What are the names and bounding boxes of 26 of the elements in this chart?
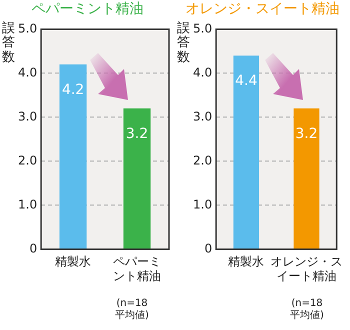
text: (n=18 平均値): [114, 298, 150, 321]
y-tick-label: 3.0: [18, 109, 38, 124]
chart-title: ペパーミント精油: [30, 0, 144, 18]
x-tick-label: オレンジ・スイート精油: [270, 254, 342, 283]
chart-title: オレンジ・スイート精油: [184, 0, 340, 18]
y-tick-label: 0: [204, 241, 212, 256]
y-tick-label: 5.0: [18, 21, 38, 36]
y-tick-label: 0: [29, 241, 38, 256]
y-tick-label: 4.0: [192, 65, 212, 80]
data-label: 4.2: [62, 82, 84, 98]
y-tick-label: 5.0: [192, 21, 212, 36]
text: (n=18 平均値): [289, 298, 325, 321]
y-axis-title: 誤答数: [2, 21, 16, 65]
y-tick-label: 3.0: [192, 109, 212, 124]
x-tick-label: 精製水: [55, 254, 92, 269]
y-tick-label: 1.0: [18, 197, 38, 212]
y-tick-label: 4.0: [18, 65, 38, 80]
y-axis-title: 誤答数: [177, 21, 191, 65]
data-label: 3.2: [295, 126, 318, 142]
y-tick-label: 1.0: [192, 197, 212, 212]
y-tick-label: 2.0: [18, 153, 38, 168]
x-tick-label: 精製水: [228, 254, 264, 269]
y-tick-label: 2.0: [192, 153, 212, 168]
data-label: 4.4: [235, 73, 258, 90]
x-tick-label: ペパーミント精油: [113, 254, 162, 283]
data-label: 3.2: [126, 126, 148, 142]
